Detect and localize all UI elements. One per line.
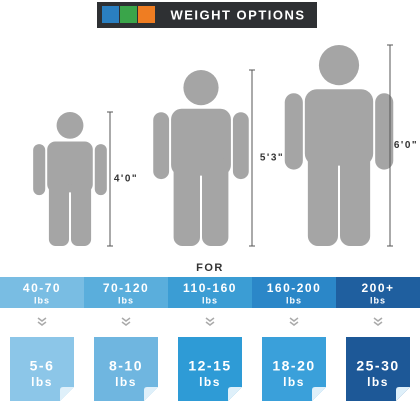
blanket-unit: lbs	[31, 375, 53, 389]
range-unit: lbs	[370, 295, 386, 305]
figure-leg	[340, 145, 371, 246]
range-label: 70-120	[103, 281, 149, 295]
height-label: 5'3"	[260, 153, 284, 164]
figure-leg	[71, 179, 92, 246]
blanket	[178, 337, 242, 401]
blanket-unit: lbs	[199, 375, 221, 389]
figure-arm	[33, 144, 46, 196]
range-unit: lbs	[118, 295, 134, 305]
figure-head	[318, 45, 360, 86]
blanket-fold	[228, 387, 242, 401]
range-label: 160-200	[267, 281, 322, 295]
blanket-fold	[60, 387, 74, 401]
chevron	[121, 317, 131, 326]
blanket-fold	[144, 387, 158, 401]
blanket-label: 18-20	[272, 358, 315, 374]
blanket-unit: lbs	[115, 375, 137, 389]
range-band	[168, 277, 253, 308]
header-square	[102, 6, 119, 23]
range-label: 110-160	[183, 281, 237, 295]
figure-arm	[284, 93, 303, 170]
figure-arm	[375, 93, 394, 170]
header-square	[120, 6, 137, 23]
blanket-label: 12-15	[188, 358, 231, 374]
range-band	[252, 277, 337, 308]
blanket-fold	[312, 387, 326, 401]
blanket-label: 5-6	[30, 358, 55, 374]
blanket	[10, 337, 74, 401]
blanket	[262, 337, 326, 401]
figure-arm	[94, 144, 107, 196]
header-square	[138, 6, 155, 23]
range-band	[84, 277, 169, 308]
figure-arm	[232, 112, 249, 180]
range-label: 40-70	[23, 281, 61, 295]
for-label: FOR	[196, 262, 224, 274]
blanket	[94, 337, 158, 401]
height-label: 4'0"	[114, 174, 138, 185]
figure-leg	[202, 158, 229, 246]
blanket	[346, 337, 410, 401]
range-band	[0, 277, 85, 308]
range-band	[336, 277, 420, 308]
figure-leg	[173, 158, 200, 246]
blanket-label: 25-30	[356, 358, 399, 374]
height-label: 6'0"	[394, 140, 418, 151]
blanket-label: 8-10	[109, 358, 143, 374]
figure-arm	[153, 112, 170, 180]
figure-head	[56, 112, 84, 139]
blanket-unit: lbs	[367, 375, 389, 389]
range-label: 200+	[361, 281, 394, 295]
blanket-fold	[396, 387, 410, 401]
range-unit: lbs	[202, 295, 218, 305]
chevron	[37, 317, 47, 326]
header-title: WEIGHT OPTIONS	[170, 7, 305, 22]
figure-head	[183, 70, 219, 106]
range-unit: lbs	[286, 295, 302, 305]
chevron	[373, 317, 383, 326]
range-unit: lbs	[34, 295, 50, 305]
blanket-unit: lbs	[283, 375, 305, 389]
chevron	[205, 317, 215, 326]
figure-leg	[48, 179, 69, 246]
figure-leg	[307, 145, 338, 246]
chevron	[289, 317, 299, 326]
